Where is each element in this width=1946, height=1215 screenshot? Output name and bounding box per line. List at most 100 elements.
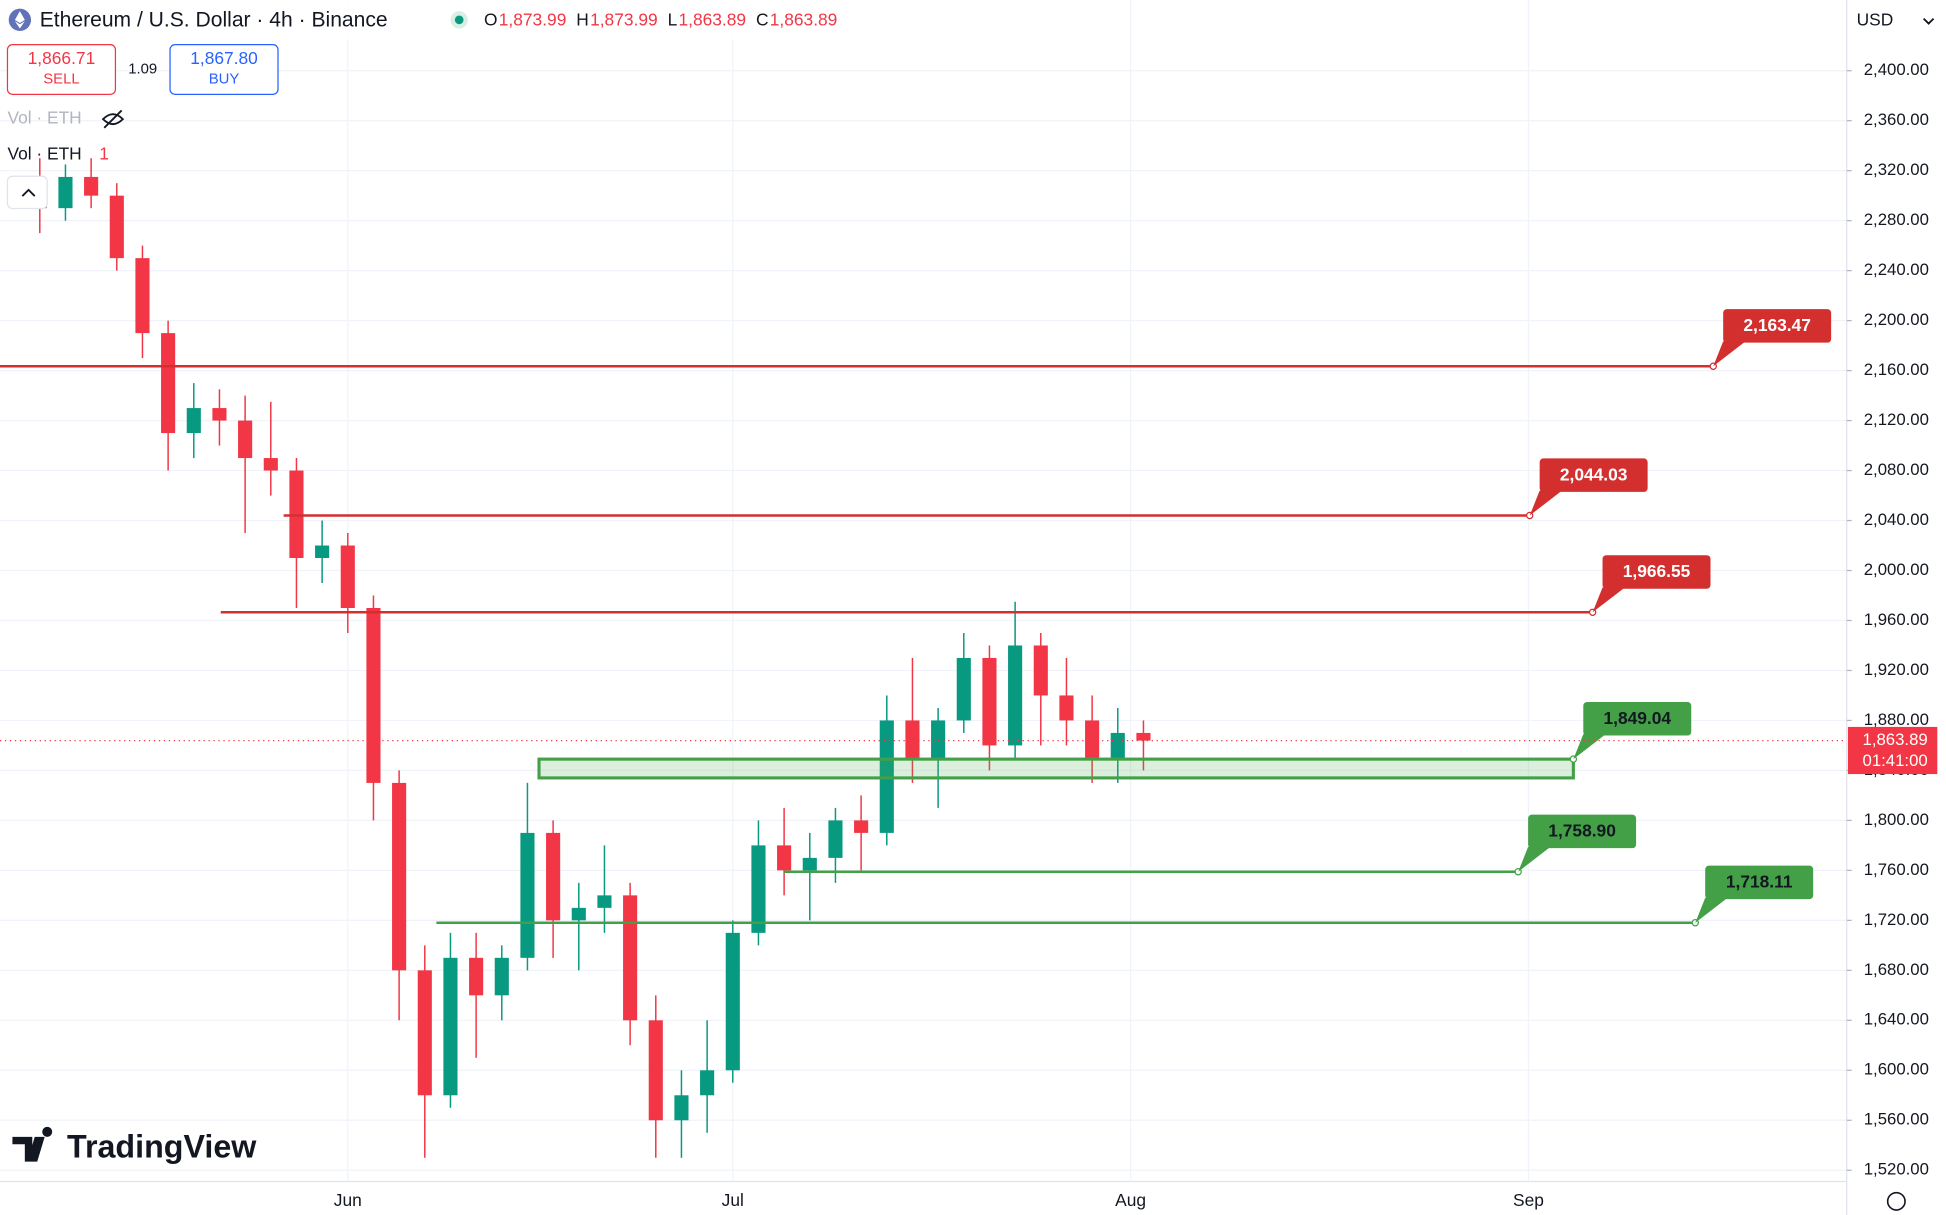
candle-body: [546, 832, 561, 921]
sell-price: 1,866.71: [28, 48, 96, 68]
y-tick-label: 2,000.00: [1864, 560, 1929, 579]
level-callout: [1539, 458, 1648, 492]
x-tick-label: Jun: [334, 1190, 362, 1210]
indicator-value: 1: [99, 144, 109, 164]
level-label: 1,966.55: [1623, 561, 1691, 581]
y-tick-label: 2,200.00: [1864, 310, 1929, 329]
candle-body: [1033, 645, 1048, 696]
hidden-eye-icon[interactable]: [101, 109, 125, 129]
y-tick-label: 2,320.00: [1864, 160, 1929, 179]
plot: [32, 158, 1151, 1158]
buy-price: 1,867.80: [190, 48, 258, 68]
candle-body: [443, 957, 458, 1096]
buy-button[interactable]: [169, 44, 279, 95]
y-tick-label: 1,560.00: [1864, 1110, 1929, 1129]
y-tick-label: 2,120.00: [1864, 410, 1929, 429]
ohlc-key: H: [576, 10, 589, 30]
indicator-hidden: Vol · ETH: [7, 108, 81, 128]
candle-body: [1008, 645, 1023, 746]
levels: 2,163.47 2,044.03 1,966.55 1,849.04 1,758.90…: [0, 309, 1847, 927]
level-callout: [1528, 814, 1637, 849]
candle-body: [520, 832, 535, 958]
candle-body: [186, 408, 201, 434]
y-tick-label: 2,360.00: [1864, 110, 1929, 129]
candle-body: [854, 820, 869, 833]
level-callout: [1723, 309, 1832, 343]
y-tick-label: 1,680.00: [1864, 960, 1929, 979]
ohlc-value: 1,863.89: [770, 10, 838, 30]
y-tick-label: 2,160.00: [1864, 360, 1929, 379]
symbol-title: Ethereum / U.S. Dollar · 4h · Binance: [40, 9, 388, 32]
tv-logo: [12, 1126, 53, 1162]
ohlc-value: 1,873.99: [499, 10, 567, 30]
sell-button[interactable]: [6, 44, 117, 95]
candle-body: [931, 720, 946, 758]
candle-body: [571, 907, 586, 921]
y-tick-label: 1,720.00: [1864, 910, 1929, 929]
header-bg: [0, 0, 894, 40]
candle-body: [1085, 720, 1100, 758]
x-tick-label: Sep: [1513, 1190, 1544, 1210]
ohlc-key: L: [668, 10, 678, 30]
candle-body: [469, 957, 484, 996]
ohlc-value: 1,873.99: [590, 10, 658, 30]
level-callout: [1705, 865, 1814, 900]
eth-glyph: [14, 11, 25, 29]
candle-body: [777, 845, 792, 871]
candle-body: [315, 545, 330, 559]
callout-pointer: [1695, 897, 1728, 923]
candle-body: [494, 957, 509, 996]
callout-pointer: [1573, 734, 1606, 760]
candle-body: [58, 176, 73, 209]
sell-label: SELL: [43, 71, 79, 87]
candle-body: [238, 420, 253, 459]
level-label: 1,758.90: [1548, 821, 1616, 841]
candle-body: [623, 895, 638, 1021]
candle-body: [135, 258, 150, 334]
level-label: 2,163.47: [1743, 315, 1811, 335]
currency-bg: [1847, 0, 1946, 43]
status-dot: [454, 15, 464, 25]
candle-body: [1059, 695, 1074, 721]
candle-body: [417, 970, 432, 1096]
currency-caret: [1922, 17, 1935, 25]
candle-body: [161, 333, 176, 434]
y-tick-label: 1,520.00: [1864, 1160, 1929, 1179]
ohlc-value: 1,863.89: [678, 10, 746, 30]
y-tick-label: 2,080.00: [1864, 460, 1929, 479]
candle-body: [84, 176, 99, 196]
candle-body: [340, 545, 355, 608]
y-tick-label: 2,040.00: [1864, 510, 1929, 529]
x-tick-label: Aug: [1115, 1190, 1146, 1210]
y-tick-label: 2,240.00: [1864, 260, 1929, 279]
candle-body: [212, 408, 227, 421]
last-price-box: [1847, 726, 1938, 775]
spread: 1.09: [128, 61, 157, 77]
candle-body: [828, 820, 843, 858]
y-tick-label: 1,920.00: [1864, 660, 1929, 679]
ohlc-legend: O 1,873.99 H 1,873.99 L 1,863.89 C 1,863.89: [484, 10, 837, 30]
indicator-name: Vol · ETH: [7, 144, 81, 164]
buy-label: BUY: [209, 71, 240, 87]
level-label: 1,849.04: [1603, 708, 1671, 728]
y-tick-label: 1,800.00: [1864, 810, 1929, 829]
settings-icon[interactable]: [1886, 1191, 1906, 1211]
level-label: 1,718.11: [1726, 872, 1793, 892]
candle-body: [648, 1020, 663, 1121]
candle-body: [802, 857, 817, 871]
x-tick-label: Jul: [722, 1190, 744, 1210]
watermark: TradingView: [67, 1129, 257, 1165]
candle-body: [956, 657, 971, 721]
y-tick-label: 1,760.00: [1864, 860, 1929, 879]
candle-body: [674, 1095, 689, 1121]
currency-select[interactable]: USD: [1857, 10, 1894, 30]
candle-body: [263, 458, 278, 471]
candle-body: [905, 720, 920, 758]
grid: [0, 0, 1847, 1182]
candle-body: [109, 195, 124, 259]
candle-body: [1136, 732, 1151, 741]
y-tick-label: 2,400.00: [1864, 60, 1929, 79]
y-tick-label: 1,640.00: [1864, 1010, 1929, 1029]
